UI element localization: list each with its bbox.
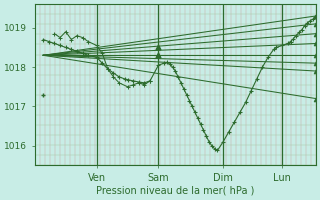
X-axis label: Pression niveau de la mer( hPa ): Pression niveau de la mer( hPa ) (96, 186, 254, 196)
